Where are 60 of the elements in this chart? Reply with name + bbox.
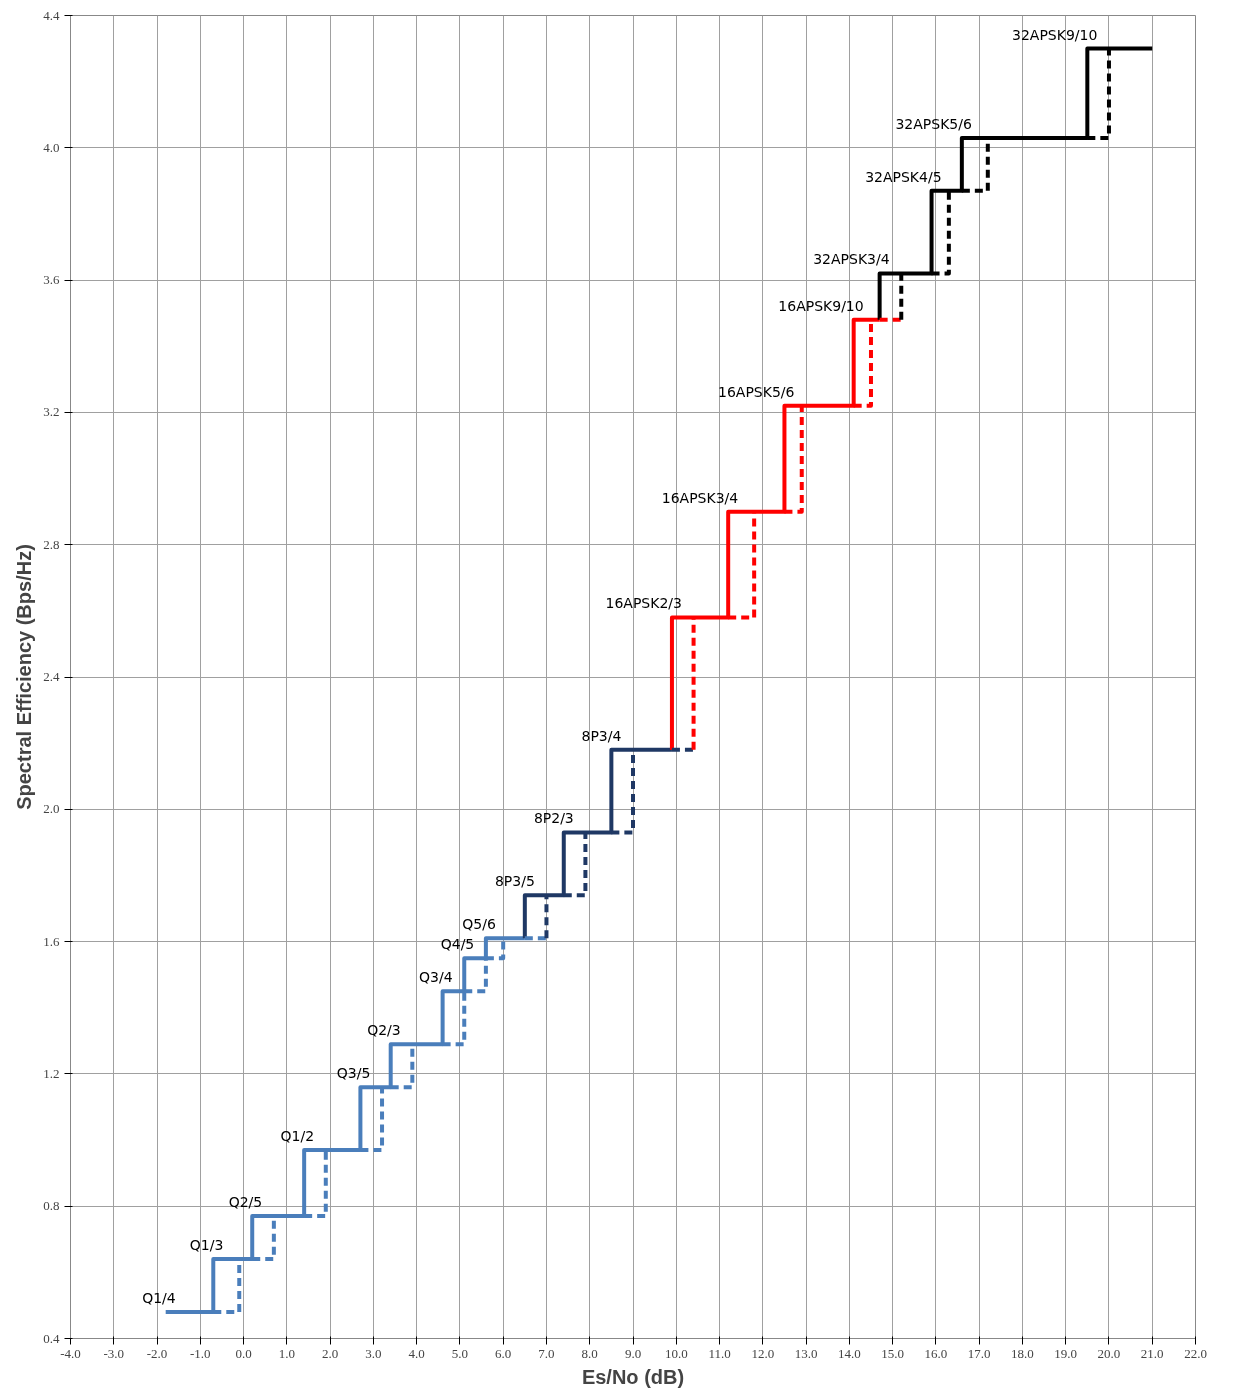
x-tick-label: 1.0 [278, 1345, 295, 1361]
annotation: 32APSK9/10 [1011, 26, 1098, 43]
annotation: 32APSK4/5 [865, 168, 942, 185]
x-tick-label: 14.0 [837, 1345, 861, 1361]
x-tick-label: 17.0 [967, 1345, 991, 1361]
x-tick-label: -4.0 [60, 1345, 81, 1361]
x-tick-label: 7.0 [538, 1345, 555, 1361]
annotation: Q3/5 [336, 1065, 371, 1082]
annotation: Q1/3 [189, 1237, 224, 1254]
x-tick-label: 2.0 [321, 1345, 339, 1361]
x-tick-label: 3.0 [365, 1345, 382, 1361]
y-tick-label: 1.2 [43, 1065, 60, 1081]
x-tick-label: 13.0 [794, 1345, 818, 1361]
x-tick-label: 10.0 [664, 1345, 688, 1361]
annotation: 8P2/3 [533, 810, 574, 827]
x-tick-label: 12.0 [751, 1345, 775, 1361]
y-tick-label: 2.0 [43, 801, 60, 817]
x-tick-label: 21.0 [1140, 1345, 1164, 1361]
annotation: Q1/2 [280, 1127, 315, 1144]
y-tick-label: 1.6 [43, 933, 60, 949]
x-tick-label: 20.0 [1097, 1345, 1121, 1361]
x-tick-label: -3.0 [103, 1345, 125, 1361]
y-tick-label: 0.8 [43, 1198, 60, 1214]
x-tick-label: 18.0 [1011, 1345, 1034, 1361]
x-tick-label: 4.0 [408, 1345, 425, 1361]
y-tick-label: 2.4 [43, 669, 60, 684]
annotation: Q5/6 [462, 916, 496, 933]
y-tick-label: 3.2 [43, 404, 60, 420]
annotation: Q1/4 [142, 1290, 176, 1307]
x-tick-label: 16.0 [924, 1345, 948, 1361]
y-axis-title: Spectral Efficiency (Bps/Hz) [13, 544, 36, 810]
x-tick-label: 22.0 [1184, 1345, 1207, 1361]
x-tick-label: -2.0 [146, 1345, 168, 1361]
x-tick-label: 19.0 [1054, 1345, 1078, 1361]
annotation: Q2/5 [228, 1194, 263, 1211]
x-tick-label: -1.0 [190, 1345, 211, 1361]
annotation: 8P3/4 [581, 727, 622, 744]
y-tick-label: 2.8 [43, 536, 60, 552]
x-tick-label: 6.0 [495, 1345, 512, 1361]
annotation: 16APSK9/10 [778, 297, 864, 314]
x-tick-label: 8.0 [581, 1345, 598, 1361]
annotation: Q3/4 [419, 969, 453, 986]
x-tick-label: 5.0 [451, 1345, 469, 1361]
x-axis-title: Es/No (dB) [581, 1365, 685, 1388]
y-tick-label: 4.4 [43, 7, 60, 23]
annotation: 32APSK3/4 [813, 251, 890, 268]
y-tick-label: 0.4 [43, 1330, 60, 1346]
annotation: 8P3/5 [494, 873, 535, 890]
annotation: 32APSK5/6 [895, 115, 972, 132]
x-tick-label: 0.0 [235, 1345, 252, 1361]
annotation: Q2/3 [367, 1022, 401, 1039]
x-tick-label: 9.0 [624, 1345, 642, 1361]
annotation: Q4/5 [440, 936, 475, 953]
annotation: 16APSK2/3 [605, 595, 682, 612]
x-tick-label: 15.0 [881, 1345, 904, 1361]
annotation: 16APSK5/6 [718, 383, 795, 400]
y-tick-label: 3.6 [43, 272, 60, 288]
x-tick-label: 11.0 [708, 1345, 731, 1361]
annotation: 16APSK3/4 [661, 489, 739, 506]
y-tick-label: 4.0 [43, 139, 60, 155]
